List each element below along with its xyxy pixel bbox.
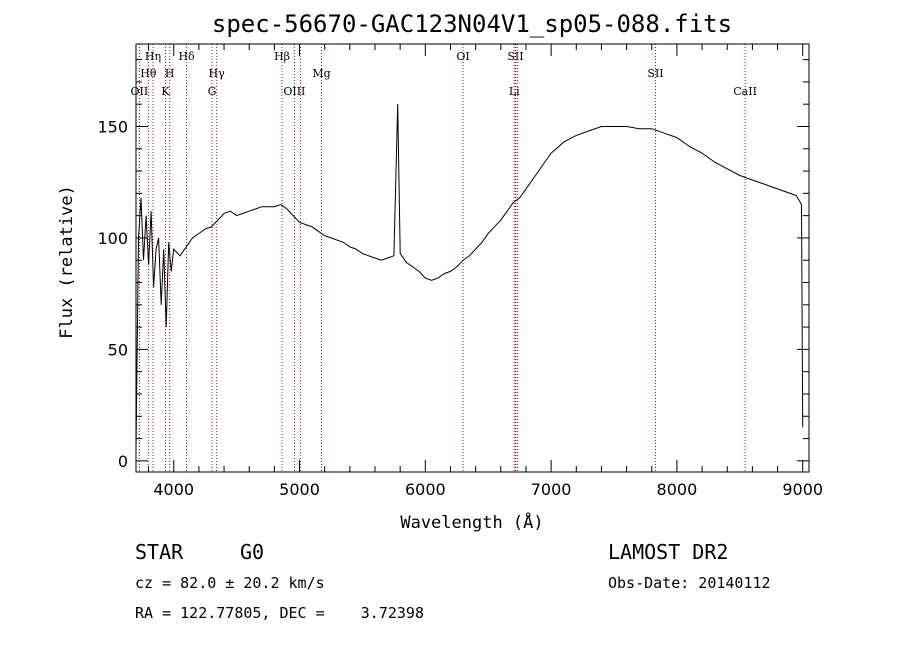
x-axis-ticks: 4000 5000 6000 7000 8000 9000 [148, 44, 823, 499]
x-tick-label-5: 9000 [782, 480, 823, 499]
spectrum-line [135, 104, 804, 450]
marker-label-7: Hγ [209, 67, 226, 80]
redshift-velocity: cz = 82.0 ± 20.2 km/s [135, 574, 325, 592]
marker-label-0: OII [131, 85, 149, 98]
x-tick-label-2: 6000 [405, 480, 446, 499]
x-tick-label-1: 5000 [279, 480, 320, 499]
y-axis-ticks: 0 50 100 150 [97, 59, 809, 471]
survey-name: LAMOST DR2 [608, 540, 729, 564]
marker-label-3: K [161, 85, 170, 98]
x-tick-label-4: 8000 [657, 480, 698, 499]
marker-label-12: OI [456, 50, 469, 63]
x-axis-label: Wavelength (Å) [400, 511, 543, 533]
y-tick-label-2: 100 [97, 229, 128, 248]
x-tick-label-3: 7000 [531, 480, 572, 499]
marker-label-2: Hη [145, 50, 161, 63]
observation-date: Obs-Date: 20140112 [608, 574, 771, 592]
marker-label-14: Li [509, 85, 520, 98]
spectrum-series [135, 104, 804, 450]
coordinates: RA = 122.77805, DEC = 3.72398 [135, 604, 424, 622]
marker-label-1: Hθ [140, 67, 157, 80]
marker-label-4: H [165, 67, 175, 80]
marker-label-16: SII [647, 67, 663, 80]
marker-label-5: Hδ [178, 50, 195, 63]
x-tick-label-0: 4000 [153, 480, 194, 499]
marker-label-9: OIII [283, 85, 305, 98]
y-tick-label-3: 150 [97, 117, 128, 136]
y-axis-label: Flux (relative) [57, 185, 77, 339]
marker-label-17: CaII [733, 85, 757, 98]
object-class: STAR [135, 540, 184, 564]
y-tick-label-1: 50 [108, 340, 128, 359]
object-subclass: G0 [240, 540, 265, 564]
marker-label-11: Mg [312, 67, 330, 80]
y-tick-label-0: 0 [118, 452, 128, 471]
marker-label-6: G [208, 85, 217, 98]
marker-label-13: SII [507, 50, 523, 63]
marker-label-8: Hβ [274, 50, 290, 63]
plot-frame [135, 43, 810, 473]
chart-title: spec-56670-GAC123N04V1_sp05-088.fits [212, 10, 732, 38]
